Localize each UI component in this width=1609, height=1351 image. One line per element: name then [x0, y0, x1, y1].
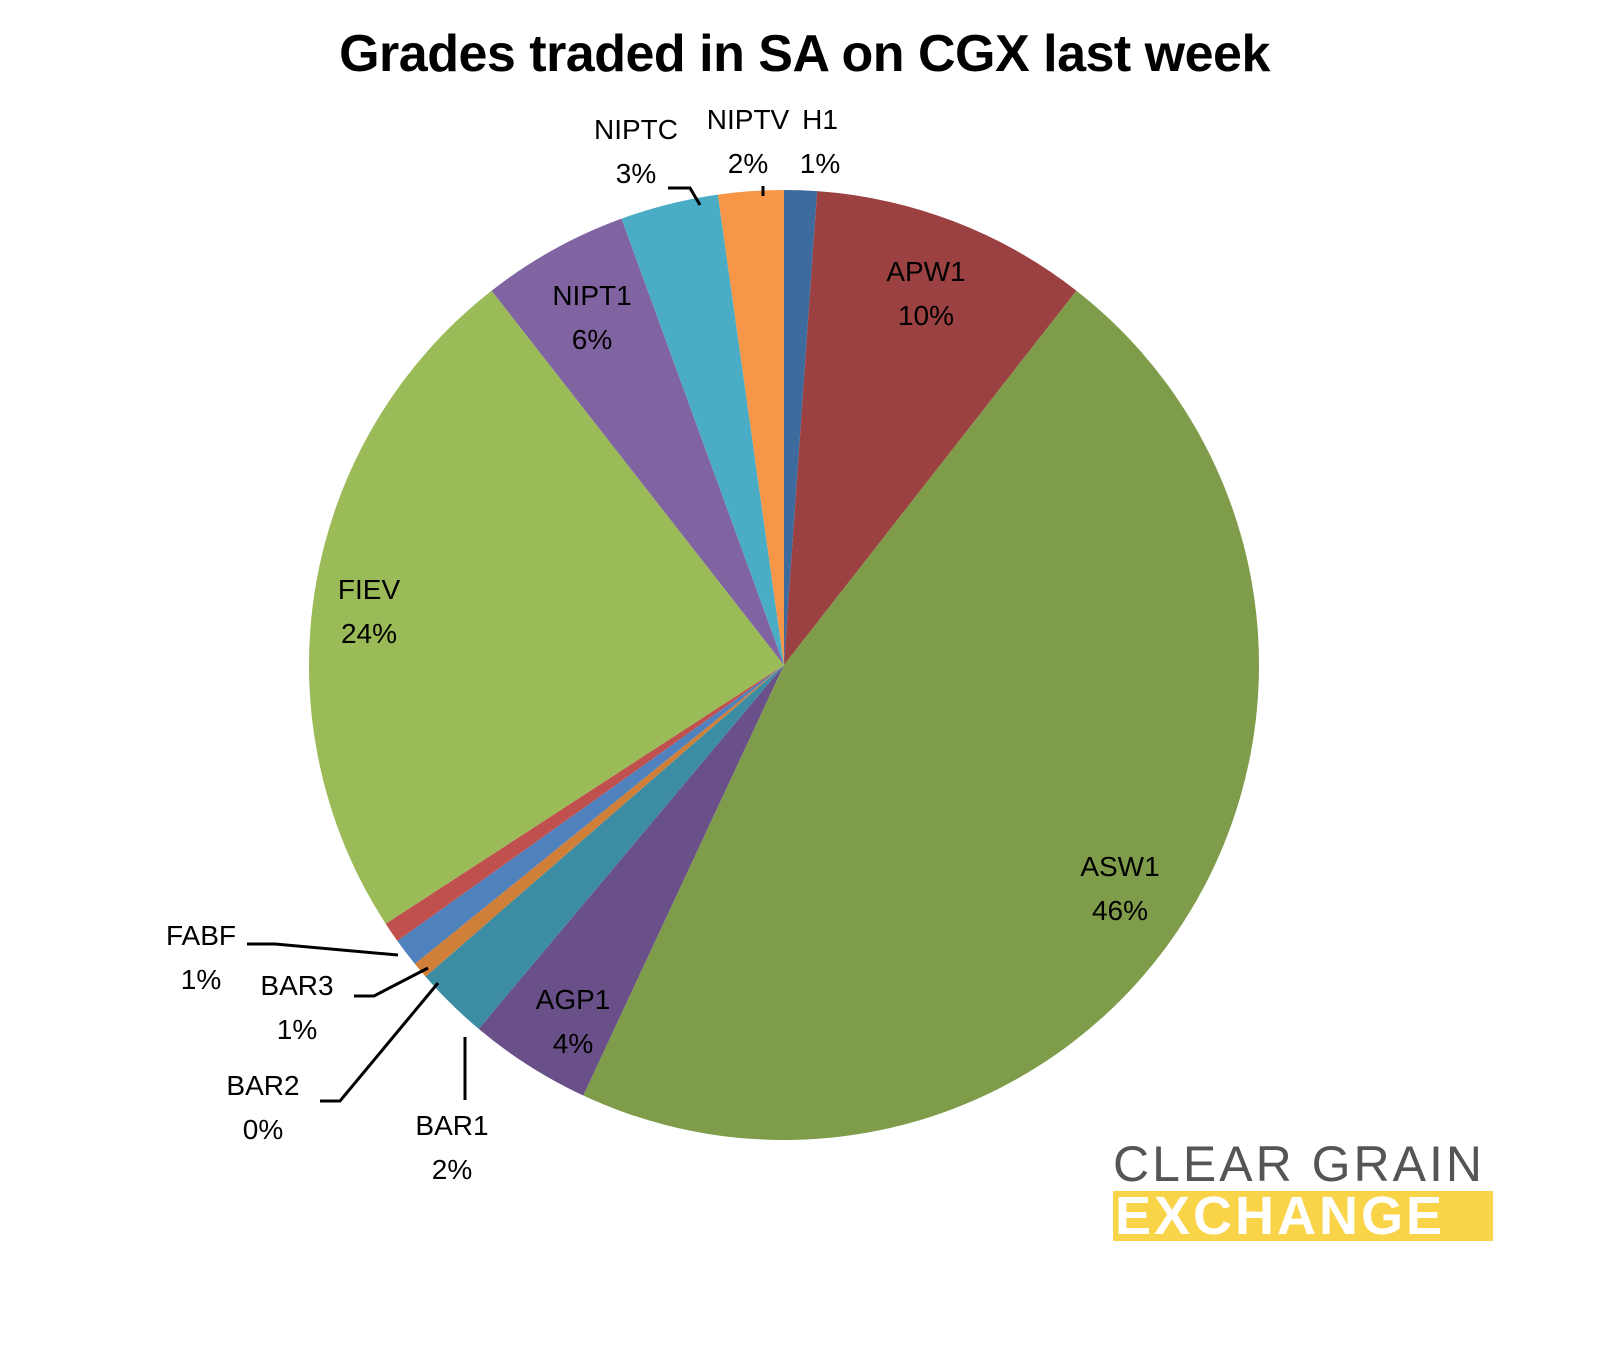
- logo-line2: EXCHANGE: [1113, 1191, 1493, 1241]
- slice-label-bar3: BAR3 1%: [260, 970, 334, 1045]
- pie-slice-nipt1: [491, 218, 784, 666]
- pie-slice-bar1: [425, 665, 784, 1029]
- slice-label-fabf: FABF 1%: [165, 920, 237, 995]
- leader-line-bar2: [320, 982, 440, 1103]
- clear-grain-exchange-logo: CLEAR GRAIN EXCHANGE: [1113, 1137, 1493, 1241]
- pie-slice-fiev: [308, 290, 784, 924]
- slice-label-niptc: NIPTC 3%: [594, 114, 678, 189]
- slice-label-bar1: BAR1 2%: [415, 1110, 489, 1185]
- slice-label-h1: H1 1%: [799, 104, 841, 179]
- pie-slice-agp1: [478, 665, 784, 1096]
- chart-title: Grades traded in SA on CGX last week: [339, 25, 1270, 83]
- leader-lines: [247, 186, 765, 1103]
- pie-slice-bar3: [397, 665, 784, 964]
- pie-slice-fabf: [385, 665, 784, 941]
- pie-slices: [308, 190, 1259, 1140]
- pie-slice-apw1: [784, 191, 1077, 665]
- slice-label-fiev: FIEV 24%: [337, 574, 401, 649]
- logo-line1: CLEAR GRAIN: [1113, 1136, 1485, 1192]
- leader-line-niptc: [668, 186, 702, 206]
- leader-line-bar3: [354, 966, 429, 998]
- slice-label-apw1: APW1 10%: [886, 256, 966, 331]
- pie-slice-niptc: [621, 194, 784, 665]
- slice-label-bar2: BAR2 0%: [226, 1070, 300, 1145]
- pie-slice-h1: [784, 190, 818, 665]
- pie-slice-bar2: [414, 665, 784, 977]
- leader-line-fabf: [247, 942, 399, 957]
- slice-label-nipt1: NIPT1 6%: [552, 280, 632, 355]
- pie-slice-niptv: [717, 190, 784, 665]
- slice-label-agp1: AGP1 4%: [535, 984, 611, 1059]
- slice-label-asw1: ASW1 46%: [1080, 851, 1160, 926]
- pie-slice-asw1: [583, 290, 1259, 1140]
- slice-label-niptv: NIPTV 2%: [706, 104, 790, 179]
